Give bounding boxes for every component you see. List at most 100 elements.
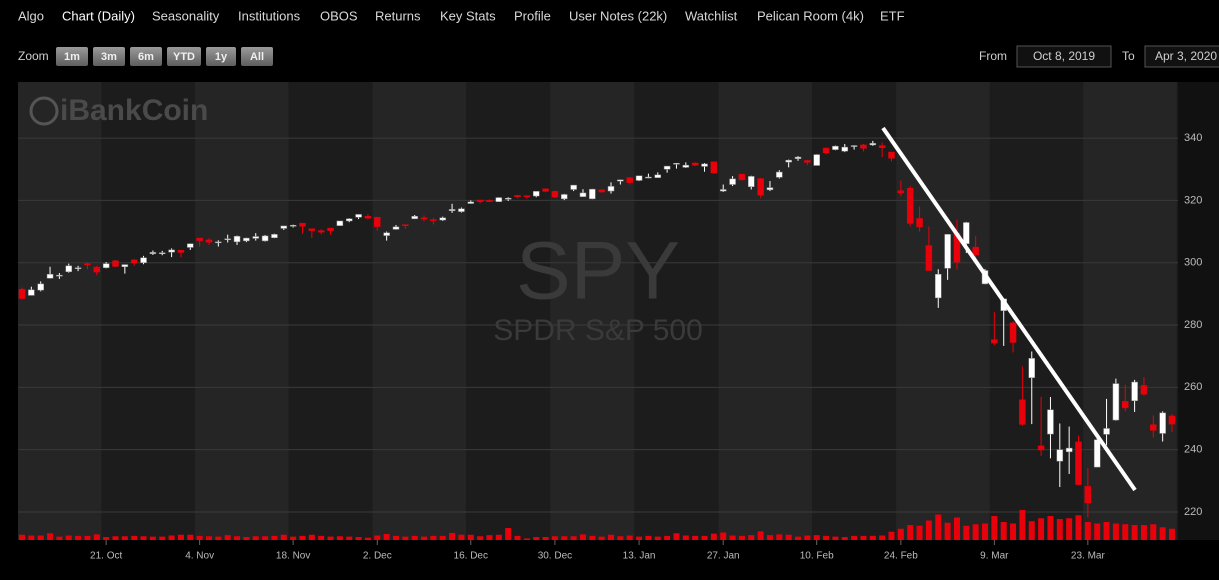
volume-bar xyxy=(579,534,586,540)
volume-bar xyxy=(84,535,91,540)
candle-body xyxy=(345,218,353,222)
candle-body xyxy=(813,154,820,166)
volume-bar xyxy=(841,537,848,540)
volume-bar xyxy=(196,535,203,540)
zoom-button-label: All xyxy=(250,51,264,63)
volume-bar xyxy=(318,535,325,540)
candle-body xyxy=(448,209,456,211)
volume-bar xyxy=(131,535,138,540)
candle-body xyxy=(327,227,334,231)
volume-bar xyxy=(392,535,399,540)
column-band xyxy=(18,82,102,540)
volume-bar xyxy=(766,535,773,540)
to-date: Apr 3, 2020 xyxy=(1155,49,1217,63)
volume-bar xyxy=(869,535,876,540)
zoom-button[interactable]: 6m xyxy=(130,47,162,66)
zoom-button[interactable]: 1m xyxy=(56,47,88,66)
volume-bar xyxy=(561,536,568,540)
candle-body xyxy=(729,178,736,185)
column-band xyxy=(718,82,813,540)
x-tick-label: 16. Dec xyxy=(454,551,488,562)
nav-tab[interactable]: Key Stats xyxy=(440,8,496,23)
from-date: Oct 8, 2019 xyxy=(1033,49,1095,63)
volume-bar xyxy=(823,535,830,540)
volume-bar xyxy=(776,534,783,540)
column-band xyxy=(194,82,289,540)
volume-bar xyxy=(364,537,371,540)
zoom-button[interactable]: YTD xyxy=(167,47,201,66)
nav-tab[interactable]: Profile xyxy=(514,8,551,23)
volume-bar xyxy=(804,535,811,540)
candle-body xyxy=(420,217,428,220)
candle-body xyxy=(766,187,774,191)
candle-body xyxy=(542,188,549,192)
volume-bar xyxy=(1028,521,1035,540)
volume-bar xyxy=(916,525,923,540)
x-tick-label: 18. Nov xyxy=(276,551,310,562)
nav-tab[interactable]: Algo xyxy=(18,8,44,23)
candle-body xyxy=(589,188,596,200)
volume-bar xyxy=(336,536,343,540)
volume-bar xyxy=(1140,525,1147,540)
volume-bar xyxy=(645,535,652,540)
candle-body xyxy=(355,214,362,218)
volume-bar xyxy=(56,536,63,540)
candle-body xyxy=(916,218,923,228)
to-label: To xyxy=(1122,49,1135,63)
candle-body xyxy=(149,252,157,254)
nav-tab[interactable]: Pelican Room (4k) xyxy=(757,8,864,23)
nav-tab[interactable]: Chart (Daily) xyxy=(62,8,135,23)
candle-body xyxy=(1047,409,1054,435)
from-label: From xyxy=(979,49,1007,63)
candle-body xyxy=(691,162,699,166)
candle-body xyxy=(757,178,764,196)
zoom-button[interactable]: 1y xyxy=(206,47,236,66)
nav-tab[interactable]: Returns xyxy=(375,8,421,23)
candle-body xyxy=(654,174,662,178)
candle-body xyxy=(121,264,129,268)
column-band xyxy=(1083,82,1177,540)
x-tick-label: 9. Mar xyxy=(980,551,1009,562)
volume-bar xyxy=(449,532,456,540)
candle-body xyxy=(504,197,512,200)
candle-body xyxy=(233,235,241,243)
y-tick-label: 280 xyxy=(1184,319,1202,331)
volume-bar xyxy=(879,535,886,540)
volume-bar xyxy=(149,536,156,540)
axis-area xyxy=(1178,82,1219,540)
volume-bar xyxy=(159,536,166,540)
volume-bar xyxy=(346,536,353,540)
candle-body xyxy=(701,163,708,167)
nav-tab[interactable]: User Notes (22k) xyxy=(569,8,667,23)
candle-body xyxy=(1140,385,1148,395)
candle-body xyxy=(645,176,652,179)
volume-bar xyxy=(355,537,362,540)
volume-bar xyxy=(1150,524,1157,540)
volume-bar xyxy=(1019,510,1026,540)
volume-bar xyxy=(748,535,755,540)
nav-tab[interactable]: Seasonality xyxy=(152,8,220,23)
x-tick-label: 23. Mar xyxy=(1071,551,1106,562)
candle-body xyxy=(158,252,166,254)
nav-tab[interactable]: Institutions xyxy=(238,8,301,23)
zoom-button[interactable]: All xyxy=(241,47,273,66)
zoom-button[interactable]: 3m xyxy=(93,47,125,66)
candle-body xyxy=(299,222,306,227)
volume-bar xyxy=(1047,516,1054,540)
candle-body xyxy=(551,191,559,198)
volume-bar xyxy=(795,536,802,540)
volume-bar xyxy=(907,525,914,540)
volume-bar xyxy=(205,536,212,540)
volume-bar xyxy=(262,536,269,540)
nav-tab[interactable]: Watchlist xyxy=(685,8,738,23)
from-input[interactable] xyxy=(1016,45,1112,68)
candle-body xyxy=(1037,445,1045,451)
candle-body xyxy=(776,171,783,178)
to-input[interactable] xyxy=(1144,45,1219,68)
volume-bar xyxy=(682,535,689,540)
candle-body xyxy=(1056,449,1064,462)
candle-body xyxy=(383,232,390,236)
candle-body xyxy=(561,194,568,200)
nav-tab[interactable]: ETF xyxy=(880,8,905,23)
nav-tab[interactable]: OBOS xyxy=(320,8,358,23)
